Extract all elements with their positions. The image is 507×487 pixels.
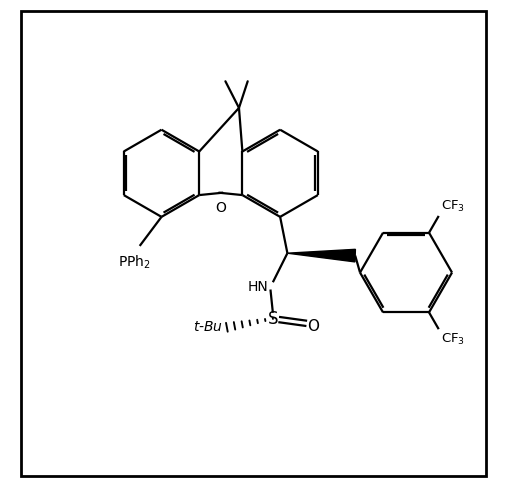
Text: S: S xyxy=(268,310,278,328)
Text: CF$_3$: CF$_3$ xyxy=(441,198,465,213)
Polygon shape xyxy=(287,249,355,262)
Text: O: O xyxy=(215,201,226,215)
Text: HN: HN xyxy=(247,280,268,294)
Text: $t$-Bu: $t$-Bu xyxy=(193,320,223,334)
Text: PPh$_2$: PPh$_2$ xyxy=(119,253,151,271)
Text: O: O xyxy=(307,319,319,334)
Text: CF$_3$: CF$_3$ xyxy=(441,332,465,347)
